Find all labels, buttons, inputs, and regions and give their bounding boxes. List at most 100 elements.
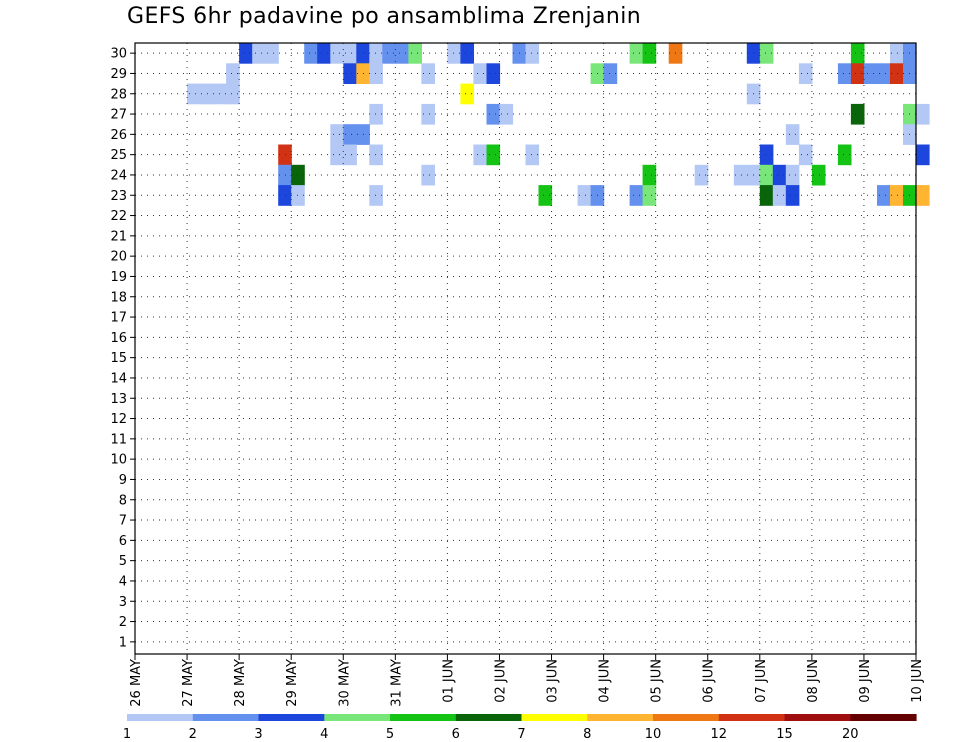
- x-tick-label: 30 MAY: [337, 659, 352, 707]
- x-tick-label: 04 JUN: [598, 659, 613, 703]
- heatmap-cell: [850, 103, 865, 125]
- heatmap-cell: [850, 43, 865, 64]
- heatmap-cell: [525, 43, 540, 64]
- colorbar-label: 1: [123, 727, 131, 742]
- heatmap-cell: [369, 63, 383, 84]
- y-tick-label: 15: [110, 351, 127, 366]
- colorbar-swatch: [258, 714, 325, 721]
- heatmap-cell: [421, 103, 435, 125]
- heatmap-cell: [759, 185, 774, 206]
- heatmap-cell: [226, 63, 240, 84]
- colorbar-swatch: [192, 714, 260, 721]
- y-tick-label: 7: [119, 514, 127, 529]
- y-tick-label: 6: [119, 534, 127, 549]
- heatmap-cell: [785, 185, 800, 206]
- heatmap-cell: [343, 63, 357, 84]
- heatmap-cell: [642, 185, 657, 206]
- y-tick-label: 13: [110, 392, 127, 407]
- colorbar-swatch: [127, 714, 194, 721]
- heatmap-cell: [916, 144, 930, 166]
- heatmap-cell: [421, 63, 435, 84]
- heatmap-cell: [343, 43, 357, 64]
- heatmap-cell: [421, 164, 435, 186]
- heatmap-cell: [330, 124, 344, 145]
- plot-frame: [134, 42, 917, 655]
- y-tick-label: 8: [119, 493, 127, 508]
- y-tick-label: 18: [110, 290, 127, 305]
- heatmap-cell: [486, 144, 501, 166]
- heatmap-cell: [460, 83, 474, 105]
- y-tick-label: 17: [110, 311, 127, 326]
- heatmap-cell: [486, 103, 501, 125]
- x-tick-label: 29 MAY: [285, 659, 300, 707]
- cells-layer: [187, 43, 930, 206]
- colorbar-label: 4: [320, 727, 328, 742]
- y-tick-label: 24: [110, 168, 127, 183]
- colorbar-label: 10: [645, 727, 662, 742]
- heatmap-cell: [811, 164, 826, 186]
- heatmap-cell: [473, 63, 487, 84]
- heatmap-cell: [759, 144, 774, 166]
- heatmap-cell: [369, 103, 383, 125]
- heatmap-cell: [837, 144, 852, 166]
- heatmap-cell: [187, 83, 201, 105]
- x-tick-label: 09 JUN: [858, 659, 873, 703]
- heatmap-cell: [798, 63, 813, 84]
- heatmap-cell: [577, 185, 592, 206]
- grid-layer: [135, 43, 916, 654]
- heatmap-cell: [343, 124, 357, 145]
- chart-title: GEFS 6hr padavine po ansamblima Zrenjani…: [127, 4, 642, 29]
- heatmap-cell: [877, 185, 891, 206]
- heatmap-cell: [473, 144, 487, 166]
- heatmap-cell: [603, 63, 618, 84]
- heatmap-cell: [642, 164, 657, 186]
- colorbar-label: 8: [583, 727, 591, 742]
- heatmap-cell: [629, 43, 644, 64]
- heatmap-cell: [330, 144, 344, 166]
- y-tick-label: 29: [110, 67, 127, 82]
- colorbar-label: 6: [452, 727, 460, 742]
- x-tick-label: 07 JUN: [754, 659, 769, 703]
- heatmap-cell: [759, 164, 774, 186]
- heatmap-cell: [890, 185, 904, 206]
- heatmap-cell: [694, 164, 709, 186]
- y-tick-label: 16: [110, 331, 127, 346]
- colorbar-swatch: [587, 714, 654, 721]
- x-tick-label: 31 MAY: [389, 659, 404, 707]
- y-tick-label: 25: [110, 148, 127, 163]
- colorbar-label: 2: [189, 727, 197, 742]
- heatmap-cell: [369, 43, 383, 64]
- heatmap-cell: [369, 144, 383, 166]
- colorbar-swatch: [784, 714, 851, 721]
- x-tick-label: 08 JUN: [806, 659, 821, 703]
- heatmap-cell: [863, 63, 878, 84]
- heatmap-cell: [252, 43, 266, 64]
- x-tick-label: 10 JUN: [910, 659, 925, 703]
- y-tick-label: 30: [110, 47, 127, 62]
- colorbar-swatch: [390, 714, 457, 721]
- heatmap-cell: [759, 43, 774, 64]
- colorbar-swatch: [718, 714, 786, 721]
- y-tick-label: 4: [119, 574, 127, 589]
- colorbar-swatch: [521, 714, 588, 721]
- x-tick-label: 26 MAY: [129, 659, 144, 707]
- y-tick-label: 27: [110, 108, 127, 123]
- heatmap-cell: [499, 103, 514, 125]
- heatmap-cell: [837, 63, 852, 84]
- x-tick-label: 03 JUN: [546, 659, 561, 703]
- heatmap-cell: [733, 164, 748, 186]
- colorbar-label: 5: [386, 727, 394, 742]
- heatmap-cell: [265, 43, 279, 64]
- y-tick-label: 2: [119, 615, 127, 630]
- heatmap-cell: [447, 43, 461, 64]
- y-tick-label: 28: [110, 87, 127, 102]
- x-tick-label: 28 MAY: [233, 659, 248, 707]
- colorbar-label: 3: [254, 727, 262, 742]
- colorbar-swatch: [850, 714, 917, 721]
- colorbar-label: 20: [842, 727, 859, 742]
- x-tick-label: 27 MAY: [181, 659, 196, 707]
- colorbar-label: 15: [776, 727, 793, 742]
- x-tick-label: 02 JUN: [493, 659, 508, 703]
- heatmap-cell: [200, 83, 214, 105]
